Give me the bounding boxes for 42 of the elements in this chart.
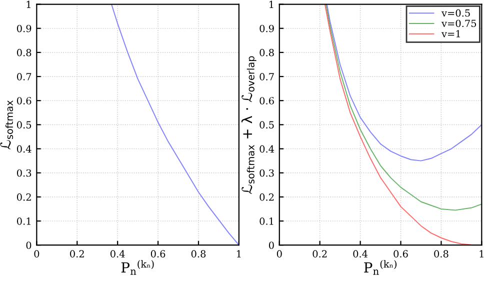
legend-label: v=0.5 — [441, 9, 470, 17]
y-tick-label: 0.8 — [260, 48, 274, 56]
x-axis-title: P$_{n}$$^{(kₙ)}$ — [364, 260, 397, 275]
y-tick-label: 0 — [268, 242, 274, 249]
line-series — [326, 4, 482, 162]
y-tick-label: 0.7 — [260, 73, 274, 80]
y-tick-label: 1 — [270, 0, 274, 8]
y-tick-label: 0.4 — [16, 145, 32, 153]
y-axis-title: ℒ$_{softmax}$ + λ · ℒ$_{overlap}$ — [241, 56, 256, 194]
x-tick-label: 0.4 — [110, 250, 125, 258]
x-tick-label: 0.6 — [150, 250, 166, 258]
y-tick-label: 0.5 — [16, 121, 32, 129]
x-tick-label: 0 — [34, 250, 40, 258]
x-tick-label: 1 — [480, 250, 484, 258]
x-tick-label: 0.8 — [191, 250, 206, 258]
x-tick-label: 1 — [237, 250, 241, 258]
y-tick-label: 0.1 — [260, 217, 274, 225]
y-tick-label: 0.2 — [260, 193, 274, 201]
y-tick-label: 0.9 — [260, 24, 274, 32]
y-tick-label: 0.8 — [16, 48, 32, 56]
x-tick-label: 0.6 — [394, 250, 408, 258]
x-tick-label: 0.2 — [70, 250, 84, 258]
y-tick-label: 0.3 — [260, 169, 274, 177]
x-tick-label: 0.8 — [434, 250, 448, 258]
y-tick-label: 0.7 — [16, 73, 32, 80]
y-tick-label: 0.9 — [16, 24, 32, 32]
x-tick-label: 0.2 — [312, 250, 327, 258]
y-tick-label: 0.6 — [16, 97, 32, 104]
y-tick-label: 0.5 — [260, 121, 274, 129]
x-axis-title: P$_{n}$$^{(kₙ)}$ — [121, 260, 154, 275]
y-tick-label: 0 — [26, 242, 32, 249]
y-tick-label: 1 — [26, 0, 30, 8]
y-tick-label: 0.4 — [260, 145, 274, 153]
y-axis-title: ℒ$_{softmax}$ — [0, 100, 14, 150]
x-tick-label: 0 — [276, 250, 282, 258]
y-tick-label: 0.6 — [260, 97, 274, 104]
x-tick-label: 0.4 — [353, 250, 368, 258]
legend-label: v=1 — [441, 30, 460, 38]
y-tick-label: 0.1 — [16, 217, 30, 225]
legend-label: v=0.75 — [441, 20, 476, 28]
y-tick-label: 0.3 — [16, 169, 32, 177]
y-tick-label: 0.2 — [16, 193, 31, 201]
